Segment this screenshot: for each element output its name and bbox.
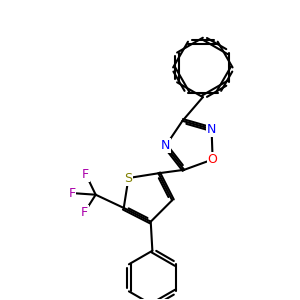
Text: F: F <box>68 187 76 200</box>
Text: O: O <box>208 153 218 166</box>
Text: F: F <box>82 168 89 181</box>
Text: N: N <box>161 140 170 152</box>
Text: N: N <box>207 123 216 136</box>
Text: S: S <box>124 172 133 184</box>
Text: F: F <box>81 206 88 219</box>
